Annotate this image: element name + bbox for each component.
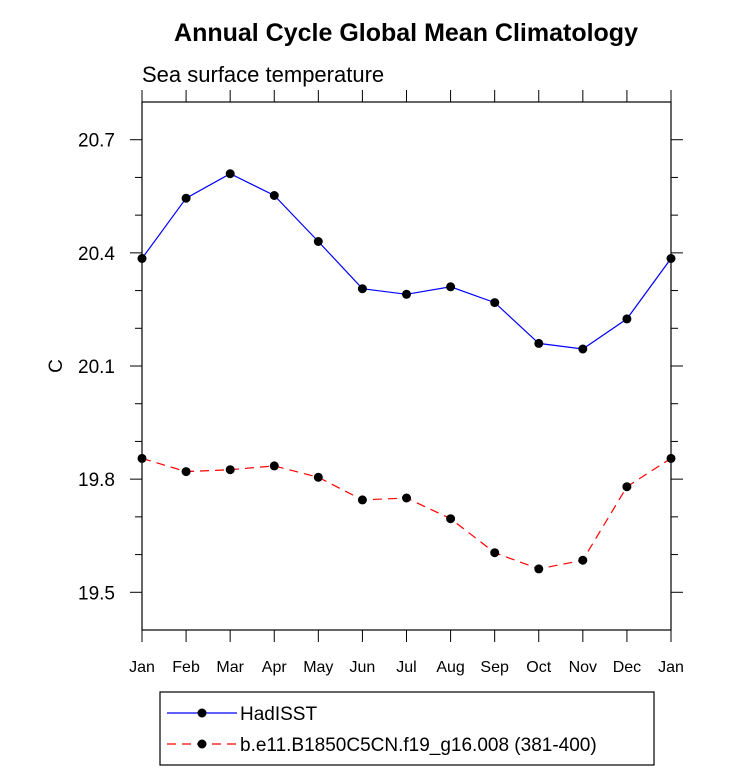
x-tick-label: Jul [396, 659, 416, 676]
y-tick-label: 19.5 [78, 583, 115, 604]
data-point-0 [446, 282, 456, 292]
data-point-1 [357, 495, 367, 505]
data-point-1 [446, 514, 456, 524]
y-tick-label: 20.7 [78, 131, 115, 152]
x-tick-label: Dec [613, 659, 641, 676]
data-point-1 [490, 548, 500, 558]
legend-marker-hadisst [197, 708, 207, 718]
data-point-0 [225, 169, 235, 179]
data-point-0 [137, 254, 147, 263]
x-tick-label: Jan [658, 659, 684, 676]
series-line-0 [141, 173, 672, 350]
x-tick-label: May [303, 659, 333, 676]
data-point-1 [181, 467, 191, 477]
y-axis-ticks: 19.5 19.8 20.1 20.4 20.7 [78, 131, 683, 604]
data-point-1 [225, 465, 235, 475]
data-point-0 [357, 284, 367, 294]
data-point-0 [666, 254, 676, 263]
data-point-1 [402, 493, 411, 503]
data-point-0 [490, 298, 500, 308]
data-point-1 [622, 482, 632, 492]
legend-label-model: b.e11.B1850C5CN.f19_g16.008 (381-400) [240, 735, 597, 756]
series-line-1 [141, 457, 672, 570]
data-point-1 [137, 453, 147, 463]
x-tick-label: Sep [480, 659, 509, 676]
x-tick-label: Jun [350, 659, 376, 676]
y-axis-label: C [46, 359, 67, 373]
x-axis-ticks: Jan Feb Mar Apr May Jun Jul Aug Sep Oct Nov Dec Jan [129, 90, 684, 676]
legend-label-hadisst: HadISST [240, 704, 317, 725]
y-tick-label: 19.8 [78, 470, 115, 491]
plot-frame [141, 101, 672, 631]
chart-subtitle: Sea surface temperature [142, 62, 384, 87]
legend-marker-model [197, 739, 207, 749]
x-tick-label: Jan [129, 659, 155, 676]
data-point-0 [181, 193, 191, 203]
x-tick-label: Feb [172, 659, 200, 676]
data-point-1 [666, 453, 676, 463]
data-point-0 [269, 191, 279, 200]
data-point-0 [622, 314, 632, 324]
chart-title: Annual Cycle Global Mean Climatology [174, 19, 638, 47]
y-tick-label: 20.4 [78, 244, 115, 265]
legend: HadISST b.e11.B1850C5CN.f19_g16.008 (381… [159, 691, 655, 766]
x-tick-label: Nov [569, 659, 597, 676]
x-tick-label: Aug [436, 659, 464, 676]
data-point-0 [313, 237, 323, 246]
x-tick-label: Apr [262, 659, 288, 676]
data-point-1 [269, 461, 279, 471]
data-point-0 [578, 344, 588, 354]
data-point-0 [402, 289, 411, 299]
data-point-1 [534, 564, 544, 574]
x-tick-label: Oct [526, 659, 551, 676]
data-point-1 [313, 472, 323, 482]
x-tick-label: Mar [216, 659, 244, 676]
series-layer [137, 169, 676, 574]
data-point-0 [534, 338, 544, 348]
legend-box [159, 691, 655, 766]
data-point-1 [578, 555, 588, 565]
y-tick-label: 20.1 [78, 357, 115, 378]
